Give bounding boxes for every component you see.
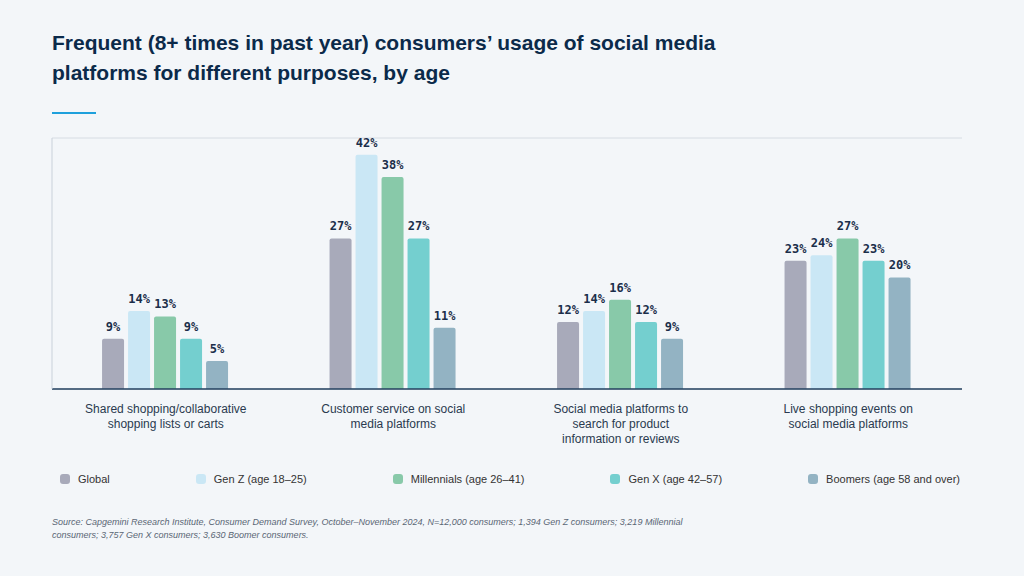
html-text:Boomers (age 58 and over): Boomers (age 58 and over)	[826, 473, 960, 485]
svg-text:social media platforms: social media platforms	[789, 417, 908, 431]
svg-text:5%: 5%	[210, 342, 225, 356]
svg-text:20%: 20%	[889, 258, 911, 272]
html-text:Global: Global	[78, 473, 110, 485]
html-text:Source: Capgemini Research Ins: Source: Capgemini Research Institute, Co…	[52, 517, 683, 540]
svg-text:14%: 14%	[583, 292, 605, 306]
svg-text:27%: 27%	[837, 219, 859, 233]
svg-text:Shared shopping/collaborative: Shared shopping/collaborative	[85, 402, 247, 416]
svg-text:42%: 42%	[356, 136, 378, 150]
svg-text:27%: 27%	[330, 219, 352, 233]
svg-text:information or reviews: information or reviews	[562, 432, 679, 446]
svg-text:12%: 12%	[635, 303, 657, 317]
svg-text:search for product: search for product	[572, 417, 669, 431]
html-text:Gen Z (age 18–25): Gen Z (age 18–25)	[213, 473, 307, 485]
svg-text:12%: 12%	[557, 303, 579, 317]
svg-text:13%: 13%	[154, 297, 176, 311]
svg-text:media platforms: media platforms	[351, 417, 436, 431]
svg-text:23%: 23%	[785, 242, 807, 256]
html-text:Millennials (age 26–41): Millennials (age 26–41)	[410, 473, 525, 485]
svg-text:Live shopping events on: Live shopping events on	[784, 402, 913, 416]
svg-text:14%: 14%	[128, 292, 150, 306]
html-text:Gen X (age 42–57): Gen X (age 42–57)	[628, 473, 723, 485]
svg-text:Social media platforms to: Social media platforms to	[553, 402, 688, 416]
svg-text:9%: 9%	[665, 320, 680, 334]
svg-text:24%: 24%	[811, 236, 833, 250]
svg-text:shopping lists or carts: shopping lists or carts	[108, 417, 224, 431]
html-text:Frequent (8+ times in past yea: Frequent (8+ times in past year) consume…	[52, 31, 716, 84]
svg-text:23%: 23%	[863, 242, 885, 256]
svg-text:11%: 11%	[434, 309, 456, 323]
svg-text:38%: 38%	[382, 158, 404, 172]
svg-text:27%: 27%	[408, 219, 430, 233]
svg-text:16%: 16%	[609, 281, 631, 295]
svg-text:Customer service on social: Customer service on social	[321, 402, 465, 416]
svg-text:9%: 9%	[184, 320, 199, 334]
svg-text:9%: 9%	[106, 320, 121, 334]
